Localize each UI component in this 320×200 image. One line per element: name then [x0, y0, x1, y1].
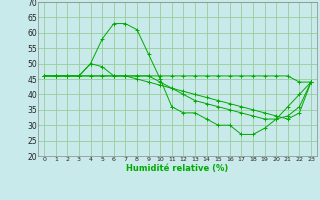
X-axis label: Humidité relative (%): Humidité relative (%) [126, 164, 229, 173]
